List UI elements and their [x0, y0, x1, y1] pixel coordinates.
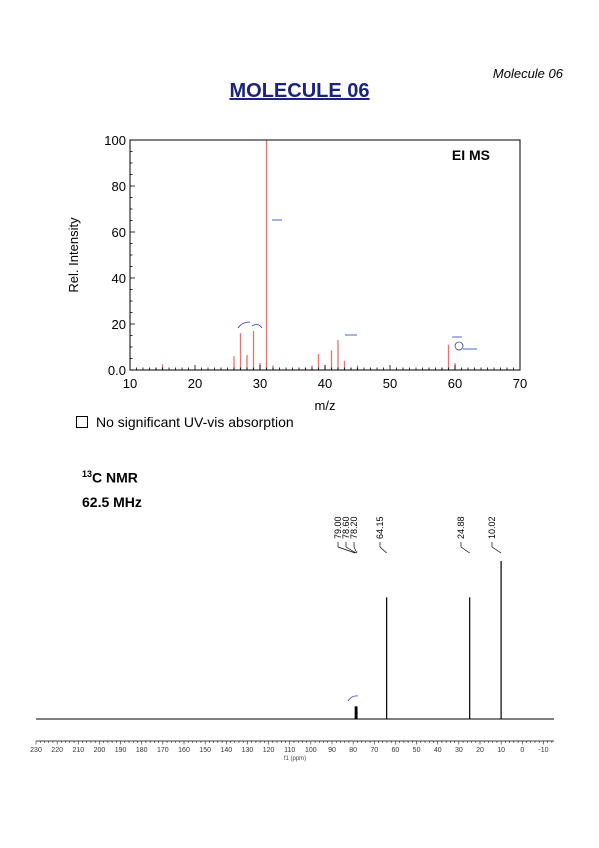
nmr-tick-label: 30 — [455, 747, 463, 754]
nmr-tick-label: 230 — [30, 747, 42, 754]
nmr-tick-label: 200 — [94, 747, 106, 754]
nmr-tick-label: 170 — [157, 747, 169, 754]
nmr-peak-label: 78.60 — [341, 516, 351, 539]
ms-x-tick-label: 50 — [383, 376, 397, 391]
nmr-tick-label: -10 — [538, 747, 548, 754]
nmr-peak-label: 10.02 — [487, 516, 497, 539]
ms-y-tick-label: 40 — [112, 271, 126, 286]
nmr-label-leader — [491, 546, 502, 554]
nmr-tick-label: 160 — [178, 747, 190, 754]
nmr-tick-label: 20 — [476, 747, 484, 754]
nmr-tick-label: 180 — [136, 747, 148, 754]
nmr-tick-label: 80 — [349, 747, 357, 754]
nmr-tick-label: 0 — [520, 747, 524, 754]
nmr-peaks — [36, 561, 554, 720]
ms-x-tick-label: 60 — [448, 376, 462, 391]
uv-vis-note: No significant UV-vis absorption — [76, 414, 294, 430]
nmr-peak-label: 24.88 — [456, 516, 466, 539]
nmr-label-leader — [337, 546, 356, 554]
nmr-tick-label: 190 — [115, 747, 127, 754]
nmr-tick-label: 10 — [497, 747, 505, 754]
ms-y-axis-label: Rel. Intensity — [66, 217, 81, 293]
ms-y-tick-label: 80 — [112, 179, 126, 194]
nmr-label-leader — [379, 546, 387, 554]
nmr-tick-label: 140 — [220, 747, 232, 754]
ms-y-tick-label: 20 — [112, 317, 126, 332]
nmr-peak-label: 78.20 — [349, 516, 359, 539]
ms-handwritten-annotations — [237, 219, 477, 351]
nmr-label-leader — [345, 546, 357, 554]
nmr-x-axis: 230 220 210 200 190 180 170 160 150 140 130 120 110 1… — [30, 740, 554, 754]
annotation-mark — [251, 324, 263, 329]
ms-x-tick-label: 10 — [123, 376, 137, 391]
ms-x-tick-label: 30 — [253, 376, 267, 391]
nmr-peak-label: 64.15 — [375, 516, 385, 539]
nmr-tick-label: 130 — [242, 747, 254, 754]
ms-x-tick-label: 70 — [513, 376, 527, 391]
ms-plot-frame — [129, 139, 521, 371]
annotation-mark — [237, 321, 251, 329]
ms-x-tick-label: 40 — [318, 376, 332, 391]
nmr-tick-label: 100 — [305, 747, 317, 754]
nmr-tick-label: 50 — [413, 747, 421, 754]
ms-x-ticks: 10 20 30 40 50 60 70 — [123, 365, 527, 391]
nmr-nucleus: C NMR — [92, 469, 138, 486]
nmr-tick-label: 90 — [328, 747, 336, 754]
nmr-tick-label: 150 — [199, 747, 211, 754]
ms-bars — [155, 140, 456, 370]
uv-vis-text: No significant UV-vis absorption — [96, 414, 294, 430]
ms-y-tick-label: 60 — [112, 225, 126, 240]
nmr-tick-label: 40 — [434, 747, 442, 754]
ms-y-tick-label: 0.0 — [108, 363, 126, 378]
nmr-tick-label: 70 — [370, 747, 378, 754]
annotation-mark — [454, 341, 464, 351]
corner-molecule-label: Molecule 06 — [492, 66, 563, 81]
ms-y-tick-label: 100 — [104, 133, 126, 148]
nmr-tick-label: 120 — [263, 747, 275, 754]
nmr-frequency: 62.5 MHz — [82, 493, 142, 510]
nmr-isotope-mass: 13 — [82, 469, 93, 479]
nmr-heading: 13C NMR 62.5 MHz — [82, 462, 142, 514]
ms-x-axis-label: m/z — [315, 398, 336, 413]
ms-x-tick-label: 20 — [188, 376, 202, 391]
nmr-peak-label: 79.00 — [333, 516, 343, 539]
nmr-tick-label: 60 — [392, 747, 400, 754]
nmr-tick-label: 220 — [51, 747, 63, 754]
nmr-tick-label: 110 — [284, 747, 295, 754]
ms-y-ticks: 0.0 20 40 60 80 100 — [104, 133, 135, 378]
nmr-x-axis-label: f1 (ppm) — [284, 756, 306, 762]
page-title: MOLECULE 06 — [229, 80, 370, 102]
ms-chart-title: EI MS — [452, 147, 490, 163]
nmr-label-leader — [353, 546, 358, 554]
checkbox-icon — [76, 416, 88, 428]
nmr-tick-label: 210 — [72, 747, 84, 754]
nmr-label-leader — [460, 546, 470, 554]
nmr-annotation-mark — [347, 695, 359, 702]
